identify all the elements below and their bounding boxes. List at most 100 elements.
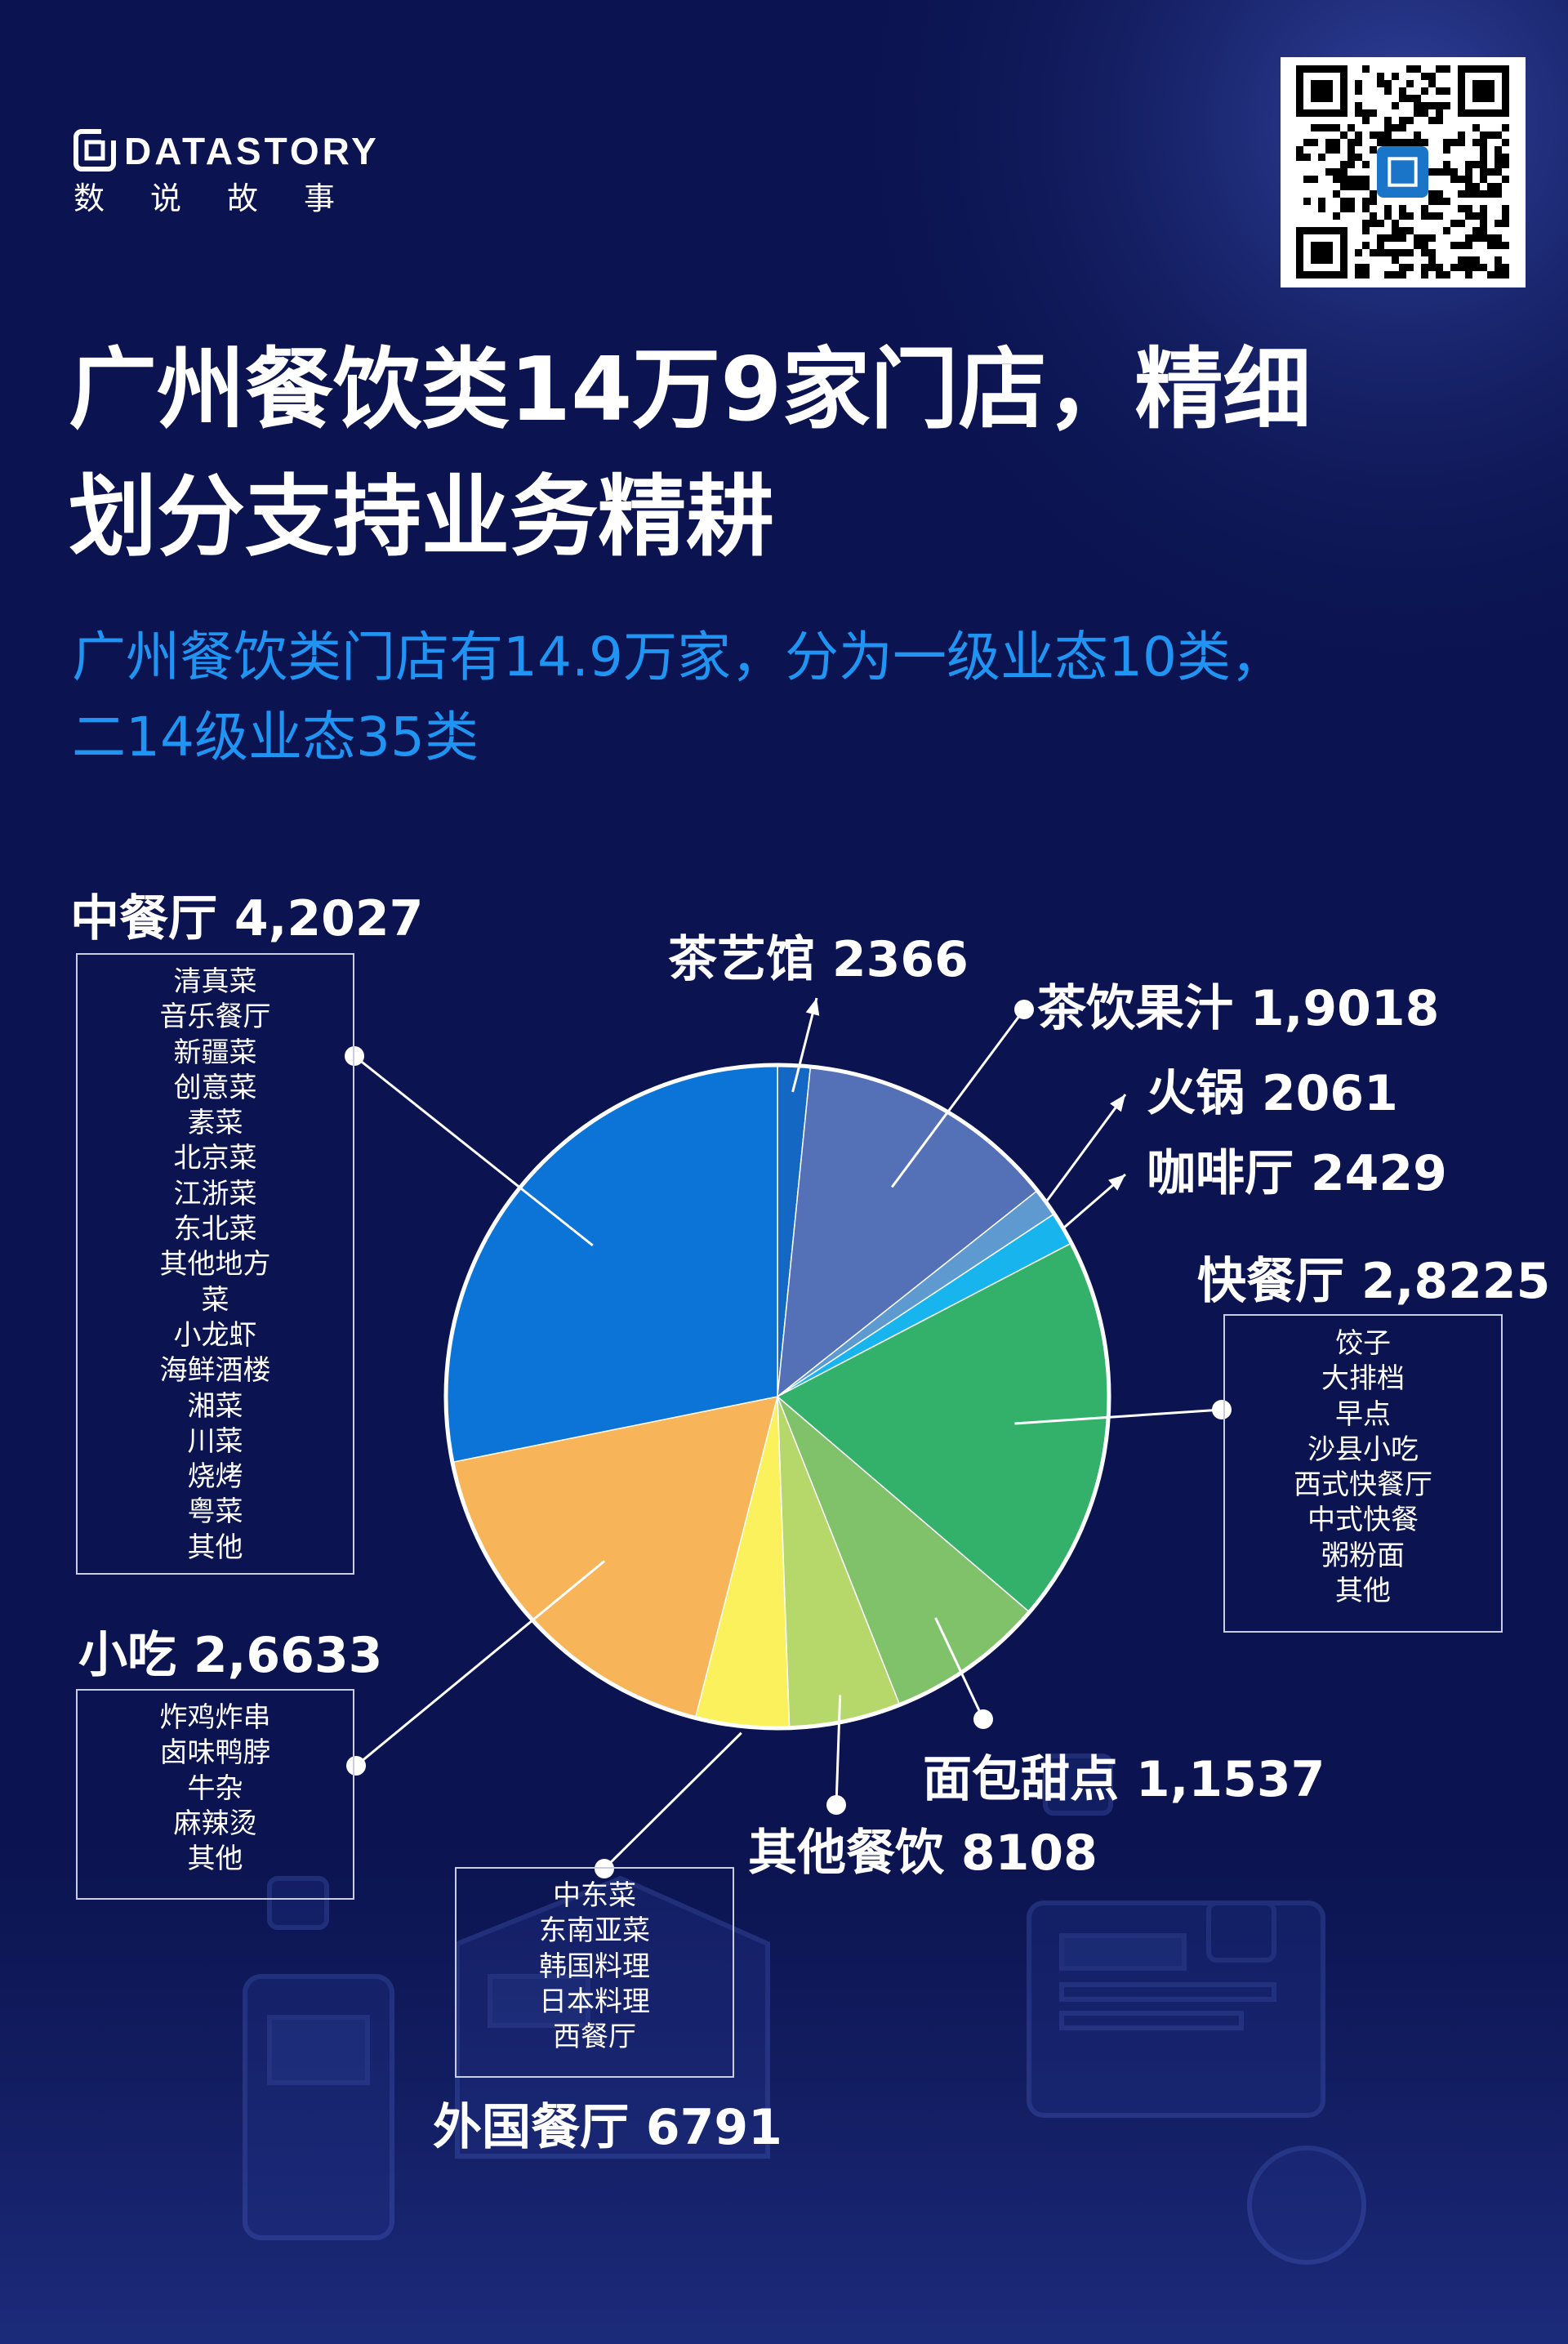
subcategory-item: 大排档 [1321, 1362, 1405, 1396]
slice-label-name: 茶饮果汁 [1037, 980, 1233, 1037]
qr-code [1281, 57, 1526, 287]
subcategory-item: 音乐餐厅 [159, 1000, 271, 1034]
subcategory-item: 其他 [187, 1843, 243, 1876]
subcategory-item: 其他 [187, 1531, 243, 1564]
leader-arrow [805, 998, 820, 1016]
slice-label-name: 茶艺馆 [668, 931, 815, 988]
slice-label-hotpot: 火锅 2061 [1147, 1054, 1398, 1125]
subcategory-item: 西餐厅 [553, 2021, 636, 2054]
subcategory-item: 烧烤 [187, 1460, 243, 1494]
subcategory-item: 韩国料理 [539, 1950, 650, 1983]
qr-code-icon [1296, 65, 1509, 279]
leader-arrow [1110, 1094, 1125, 1112]
leader-line [355, 1560, 606, 1767]
subcategory-item: 炸鸡炸串 [159, 1701, 271, 1734]
slice-label-value: 4,2027 [234, 890, 424, 947]
slice-label-tea-house: 茶艺馆 2366 [668, 920, 969, 991]
subcategory-item: 饺子 [1335, 1327, 1391, 1360]
subcategory-box-snacks: 炸鸡炸串 卤味鸭脖 牛杂 麻辣烫 其他 [76, 1689, 354, 1900]
page-subtitle-line-1: 广州餐饮类门店有14.9万家，分为一级业态10类， [72, 626, 1285, 688]
subcategory-item: 中东菜 [553, 1879, 636, 1912]
subcategory-item: 牛杂 [187, 1771, 243, 1805]
pie-slice [445, 1064, 778, 1464]
slice-label-value: 2061 [1261, 1065, 1398, 1122]
subcategory-item: 川菜 [187, 1424, 243, 1458]
leader-dot [346, 1756, 366, 1776]
slice-label-value: 1,9018 [1250, 980, 1440, 1037]
leader-line [603, 1731, 742, 1870]
slice-label-value: 2366 [831, 931, 969, 988]
leader-dot [345, 1046, 364, 1066]
subcategory-item: 粤菜 [187, 1495, 243, 1529]
subcategory-box-fast-food: 饺子 大排档 早点 沙县小吃 西式快餐厅 中式快餐 粥粉面 其他 [1223, 1314, 1503, 1633]
subcategory-item: 东北菜 [173, 1213, 257, 1246]
slice-label-tea-juice: 茶饮果汁 1,9018 [1037, 969, 1439, 1040]
slice-label-snacks: 小吃 2,6633 [78, 1615, 382, 1687]
leader-dot [595, 1859, 614, 1878]
datastory-logo-icon [74, 129, 116, 172]
leader-line [1014, 1408, 1223, 1425]
slice-label-value: 8108 [960, 1825, 1098, 1882]
subcategory-item: 中式快餐 [1307, 1504, 1419, 1537]
subcategory-item: 西式快餐厅 [1294, 1468, 1432, 1502]
subcategory-item: 湘菜 [187, 1389, 243, 1423]
subcategory-item: 素菜 [187, 1107, 243, 1140]
subcategory-item: 卤味鸭脖 [159, 1736, 271, 1770]
page-title: 广州餐饮类14万9家门店，精细 划分支持业务精耕 [69, 327, 1539, 582]
subcategory-item: 小龙虾 [173, 1318, 257, 1352]
slice-label-name: 快餐厅 [1197, 1253, 1344, 1310]
leader-dot [973, 1709, 993, 1729]
subcategory-item: 江浙菜 [173, 1177, 257, 1210]
slice-label-value: 1,1537 [1135, 1751, 1325, 1808]
page-subtitle: 广州餐饮类门店有14.9万家，分为一级业态10类， 二14级业态35类 [72, 617, 1542, 778]
slice-label-bakery: 面包甜点 1,1537 [923, 1740, 1325, 1811]
slice-label-cafe: 咖啡厅 2429 [1147, 1134, 1447, 1205]
leader-line [835, 1695, 842, 1806]
slice-label-name: 小吃 [78, 1627, 176, 1684]
brand-name-cn: 数说故事 [74, 180, 381, 216]
leader-dot [826, 1795, 846, 1815]
slice-label-value: 2429 [1310, 1145, 1447, 1202]
brand-wordmark: DATASTORY [124, 130, 380, 172]
slice-label-name: 中餐厅 [70, 890, 217, 947]
subcategory-item: 其他地方 [159, 1248, 271, 1281]
subcategory-box-chinese: 清真菜 音乐餐厅 新疆菜 创意菜 素菜 北京菜 江浙菜 东北菜 其他地方菜小龙虾 海鲜酒楼 湘菜 川菜… [76, 953, 354, 1575]
leader-arrow [1108, 1174, 1125, 1191]
page-title-line-2: 划分支持业务精耕 [69, 466, 775, 568]
leader-dot [1014, 1000, 1034, 1019]
leader-line [890, 1009, 1026, 1188]
leader-line [354, 1054, 594, 1247]
slice-label-name: 火锅 [1147, 1065, 1245, 1122]
subcategory-item: 创意菜 [173, 1071, 257, 1104]
subcategory-item: 东南亚菜 [539, 1914, 650, 1948]
subcategory-item: 新疆菜 [173, 1036, 257, 1069]
subcategory-item: 粥粉面 [1321, 1539, 1405, 1572]
leader-line [1045, 1094, 1127, 1203]
slice-label-value: 2,8225 [1361, 1253, 1551, 1310]
slice-label-chinese: 中餐厅 4,2027 [70, 879, 423, 950]
slice-label-value: 2,6633 [193, 1627, 383, 1684]
slice-label-name: 其他餐饮 [748, 1825, 944, 1882]
pie-outline [443, 1063, 1111, 1731]
subcategory-box-foreign: 中东菜 东南亚菜 韩国料理 日本料理 西餐厅 [455, 1867, 734, 2078]
leader-line [934, 1617, 985, 1720]
slice-label-name: 面包甜点 [923, 1751, 1119, 1808]
leader-dot [1212, 1400, 1232, 1419]
subcategory-item: 清真菜 [173, 965, 257, 998]
slice-label-other-dining: 其他餐饮 8108 [748, 1813, 1098, 1884]
subcategory-item: 北京菜 [173, 1142, 257, 1175]
subcategory-item: 海鲜酒楼 [159, 1354, 271, 1388]
subcategory-item: 早点 [1335, 1397, 1391, 1431]
subcategory-item: 日本料理 [539, 1985, 650, 2018]
subcategory-item: 其他 [1335, 1575, 1391, 1608]
page-title-line-1: 广州餐饮类14万9家门店，精细 [69, 339, 1312, 441]
slice-label-fast-food: 快餐厅 2,8225 [1197, 1241, 1550, 1312]
slice-label-name: 外国餐厅 [433, 2099, 629, 2156]
slice-label-foreign: 外国餐厅 6791 [433, 2088, 782, 2159]
slice-label-name: 咖啡厅 [1147, 1145, 1294, 1202]
page-subtitle-line-2: 二14级业态35类 [72, 706, 479, 769]
subcategory-item: 麻辣烫 [173, 1807, 257, 1840]
subcategory-item: 沙县小吃 [1307, 1433, 1419, 1466]
